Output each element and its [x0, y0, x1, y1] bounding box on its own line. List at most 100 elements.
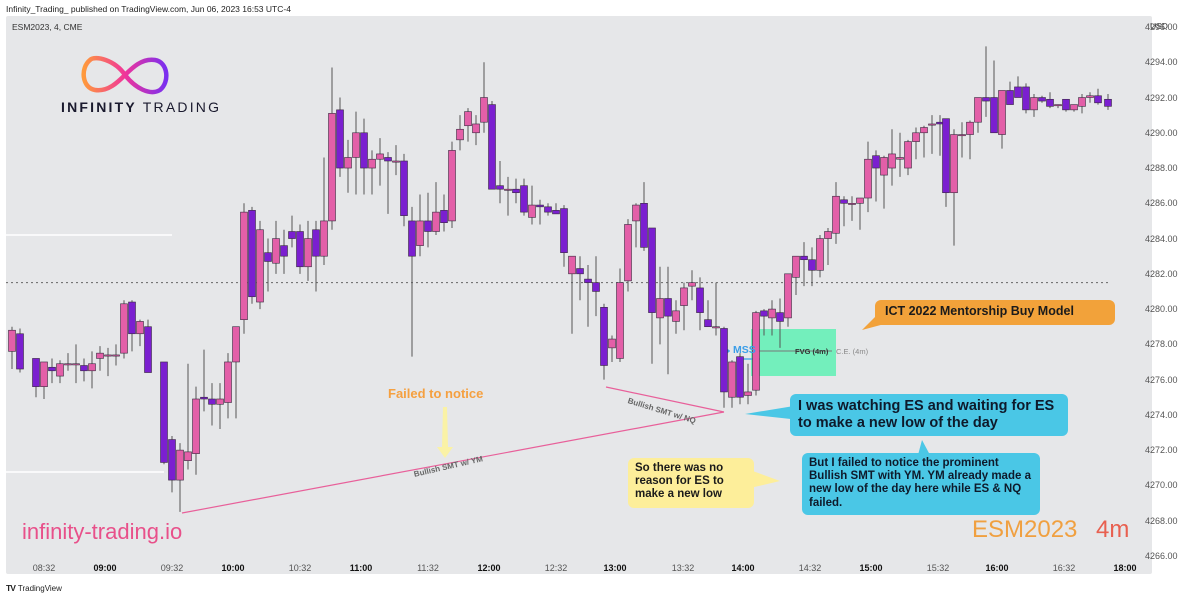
- candle: [448, 141, 456, 228]
- tradingview-brand[interactable]: TV TradingView: [6, 583, 62, 593]
- watching-es-callout: I was watching ES and waiting for ES to …: [790, 394, 1068, 436]
- candle: [200, 349, 208, 412]
- time-tick: 13:00: [603, 563, 627, 573]
- candle: [640, 182, 648, 251]
- candle: [648, 227, 656, 364]
- candle: [544, 203, 552, 216]
- symbol-watermark: ESM2023: [972, 516, 1078, 543]
- candle: [400, 153, 408, 227]
- candle: [942, 118, 950, 207]
- candle: [184, 363, 192, 470]
- time-tick: 11:00: [349, 563, 373, 573]
- logo-word-bold: INFINITY: [61, 99, 137, 115]
- candle: [1104, 93, 1112, 110]
- candle: [264, 238, 272, 292]
- tradingview-logo-icon: TV: [6, 583, 16, 593]
- candle: [720, 326, 728, 408]
- candle: [982, 46, 990, 117]
- candle: [1014, 76, 1022, 98]
- candle: [744, 363, 752, 405]
- candle: [488, 101, 496, 190]
- candle: [352, 111, 360, 195]
- candle: [864, 141, 872, 213]
- fvg-label: FVG (4m): [795, 347, 829, 356]
- tradingview-label: TradingView: [17, 583, 62, 593]
- candle: [416, 194, 424, 257]
- candle: [912, 127, 920, 160]
- candle: [80, 358, 88, 382]
- infinity-logo: [60, 50, 220, 105]
- failed-to-notice-label: Failed to notice: [388, 386, 484, 401]
- candle: [536, 199, 544, 225]
- candle: [368, 150, 376, 195]
- candle: [520, 178, 528, 216]
- candle: [1054, 104, 1062, 109]
- time-tick: 14:32: [798, 563, 822, 573]
- price-tick: 4272.00: [1145, 445, 1178, 456]
- candle: [312, 220, 320, 292]
- price-tick: 4282.00: [1145, 268, 1178, 279]
- price-tick: 4270.00: [1145, 480, 1178, 491]
- candle: [760, 309, 768, 336]
- candle: [360, 118, 368, 195]
- candle: [208, 383, 216, 426]
- candle: [176, 443, 184, 512]
- time-tick: 12:00: [477, 563, 501, 573]
- candle: [752, 310, 760, 396]
- price-tick: 4294.00: [1145, 57, 1178, 68]
- candle: [920, 125, 928, 158]
- time-tick: 09:00: [93, 563, 117, 573]
- candle: [974, 97, 982, 133]
- candle: [840, 196, 848, 227]
- time-tick: 15:00: [859, 563, 883, 573]
- logo-word-light: TRADING: [142, 99, 222, 115]
- candle: [1062, 98, 1070, 112]
- time-tick: 08:32: [32, 563, 56, 573]
- candle: [480, 62, 488, 133]
- candle: [792, 255, 800, 295]
- candle: [1030, 93, 1038, 117]
- candle: [1086, 92, 1094, 103]
- candle: [424, 192, 432, 248]
- candle: [160, 361, 168, 465]
- candle: [1070, 104, 1078, 112]
- time-tick: 16:32: [1052, 563, 1076, 573]
- publish-caption: Infinity_Trading_ published on TradingVi…: [6, 4, 291, 14]
- candle: [304, 220, 312, 281]
- infinity-symbol-icon: [81, 55, 169, 95]
- candle: [248, 206, 256, 304]
- ict-model-callout: ICT 2022 Mentorship Buy Model: [875, 300, 1115, 325]
- candle: [768, 300, 776, 336]
- time-tick: 14:00: [731, 563, 755, 573]
- price-tick: 4276.00: [1145, 374, 1178, 385]
- logo-wordmark: INFINITY TRADING: [61, 99, 221, 115]
- candle: [656, 266, 664, 345]
- price-tick: 4288.00: [1145, 163, 1178, 174]
- candle: [680, 282, 688, 331]
- candle: [96, 346, 104, 371]
- candle: [880, 155, 888, 209]
- candle: [344, 139, 352, 193]
- candle: [576, 256, 584, 301]
- candle: [824, 227, 832, 266]
- candle: [696, 277, 704, 331]
- time-tick: 09:32: [160, 563, 184, 573]
- candle: [32, 358, 40, 398]
- candle: [990, 60, 998, 134]
- candle: [464, 108, 472, 142]
- candle: [800, 242, 808, 287]
- candle: [224, 353, 232, 419]
- candle: [280, 229, 288, 274]
- candle: [328, 67, 336, 230]
- candle: [40, 361, 48, 399]
- price-tick: 4290.00: [1145, 127, 1178, 138]
- candle: [16, 328, 24, 373]
- candle: [432, 182, 440, 236]
- candle: [1038, 95, 1046, 103]
- candle: [776, 298, 784, 348]
- candle: [240, 203, 248, 334]
- candle: [856, 197, 864, 230]
- price-tick: 4274.00: [1145, 409, 1178, 420]
- candle: [144, 319, 152, 373]
- candle: [504, 176, 512, 216]
